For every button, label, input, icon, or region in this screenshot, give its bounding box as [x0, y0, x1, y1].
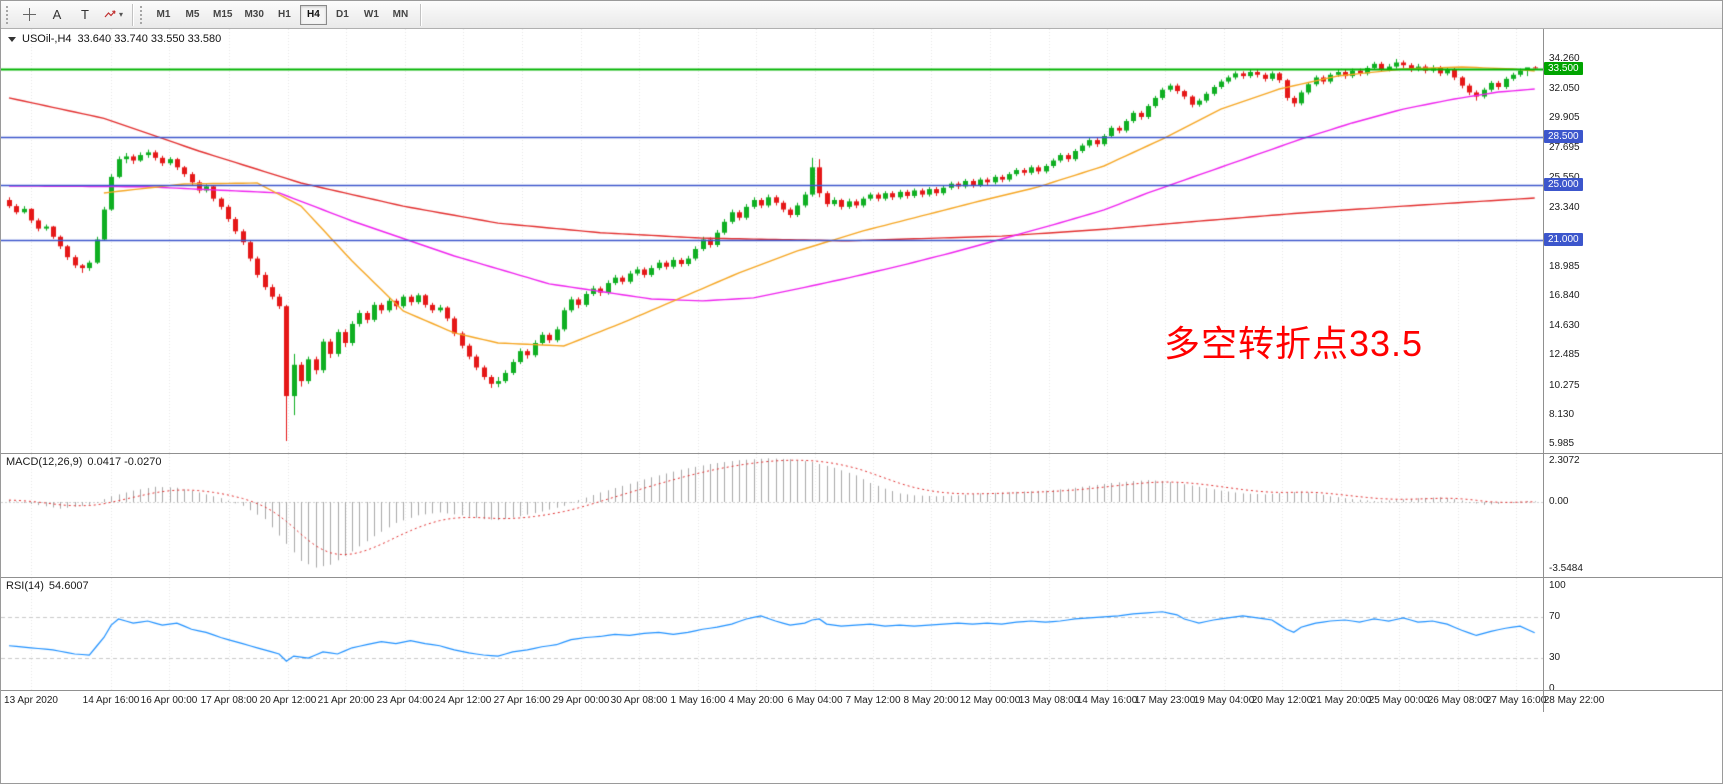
price-tick-label: 18.985: [1549, 260, 1580, 272]
rsi-tick-label: 30: [1549, 652, 1561, 664]
label-tool-icon: T: [81, 7, 89, 22]
time-tick-label: 25 May 00:00: [1368, 695, 1430, 706]
symbol-ohlc-values: 33.640 33.740 33.550 33.580: [77, 33, 222, 45]
price-tick-label: 8.130: [1549, 408, 1575, 420]
symbol-title: USOil-,H4: [22, 33, 72, 45]
price-line-label: 21.000: [1544, 232, 1583, 246]
time-tick-label: 1 May 16:00: [670, 695, 726, 706]
time-tick-label: 13 Apr 2020: [4, 695, 58, 706]
price-tick-label: 12.485: [1549, 349, 1580, 361]
rsi-canvas[interactable]: [1, 578, 1543, 690]
rsi-value-axis[interactable]: 100 70 30 0: [1543, 578, 1722, 690]
time-tick-label: 19 May 04:00: [1193, 695, 1255, 706]
timeframe-m1-button[interactable]: M1: [150, 5, 177, 25]
rsi-indicator-label: RSI(14) 54.6007: [6, 580, 94, 592]
text-tool-icon: A: [52, 7, 62, 22]
timeframe-w1-button[interactable]: W1: [358, 5, 385, 25]
time-tick-label: 7 May 12:00: [845, 695, 901, 706]
macd-indicator-label: MACD(12,26,9) 0.0417 -0.0270: [6, 456, 166, 468]
price-tick-label: 34.260: [1549, 52, 1580, 64]
time-tick-label: 21 May 20:00: [1310, 695, 1372, 706]
time-axis[interactable]: 13 Apr 2020 14 Apr 16:00 16 Apr 00:00 17 Ap…: [1, 690, 1722, 712]
toolbar-separator: [132, 3, 133, 26]
time-tick-label: 6 May 04:00: [787, 695, 843, 706]
toolbar-separator: [419, 3, 421, 26]
time-tick-label: 8 May 20:00: [903, 695, 959, 706]
chart-annotation-text[interactable]: 多空转折点33.5: [1164, 323, 1424, 364]
main-price-axis[interactable]: 34.260 32.050 29.905 27.695 25.550 23.340 18.9…: [1543, 29, 1722, 453]
timeframe-h4-button[interactable]: H4: [299, 4, 327, 25]
macd-panel: MACD(12,26,9) 0.0417 -0.0270 2.3072 0.00 -3…: [1, 453, 1722, 577]
time-tick-label: 23 Apr 04:00: [376, 695, 434, 706]
symbol-collapse-icon[interactable]: [8, 36, 16, 42]
time-tick-label: 27 Apr 16:00: [493, 695, 551, 706]
macd-values: 0.0417 -0.0270: [87, 456, 162, 468]
rsi-name: RSI(14): [6, 580, 44, 592]
time-tick-label: 16 Apr 00:00: [140, 695, 198, 706]
rsi-panel: RSI(14) 54.6007 100 70 30 0: [1, 577, 1722, 690]
rsi-tick-label: 0: [1549, 683, 1555, 690]
time-tick-label: 14 Apr 16:00: [82, 695, 140, 706]
macd-tick-label: -3.5484: [1549, 563, 1583, 575]
time-tick-label: 13 May 08:00: [1018, 695, 1080, 706]
timeframe-m15-button[interactable]: M15: [208, 5, 237, 25]
text-tool-button[interactable]: A: [44, 4, 70, 26]
price-tick-label: 23.340: [1549, 201, 1580, 213]
time-tick-label: 20 Apr 12:00: [259, 695, 317, 706]
main-chart-panel: USOil-,H4 33.640 33.740 33.550 33.580 多空…: [1, 29, 1722, 453]
price-tick-label: 32.050: [1549, 83, 1580, 95]
macd-name: MACD(12,26,9): [6, 456, 83, 468]
price-tick-label: 14.630: [1549, 320, 1580, 332]
price-line-label: 25.000: [1544, 178, 1583, 192]
time-tick-label: 20 May 12:00: [1251, 695, 1313, 706]
time-tick-label: 27 May 16:00: [1485, 695, 1547, 706]
price-tick-label: 27.695: [1549, 142, 1580, 154]
chart-header: USOil-,H4 33.640 33.740 33.550 33.580: [8, 33, 221, 45]
price-tick-label: 5.985: [1549, 437, 1575, 449]
main-chart-canvas[interactable]: [1, 29, 1543, 453]
time-tick-label: 21 Apr 20:00: [317, 695, 375, 706]
time-tick-label: 30 Apr 08:00: [610, 695, 668, 706]
toolbar-grip[interactable]: [6, 5, 11, 24]
macd-tick-label: 0.00: [1549, 495, 1569, 507]
time-tick-label: 28 May 22:00: [1543, 695, 1605, 706]
price-line-label: 33.500: [1544, 62, 1583, 76]
time-tick-label: 17 May 23:00: [1134, 695, 1196, 706]
time-tick-label: 14 May 16:00: [1076, 695, 1138, 706]
dropdown-caret-icon: ▾: [118, 10, 123, 19]
top-toolbar: A T ▾ M1 M5 M15 M30 H1 H4 D1 W1 MN: [1, 1, 1722, 29]
toolbar-grip[interactable]: [140, 5, 145, 24]
price-tick-label: 16.840: [1549, 290, 1580, 302]
macd-canvas[interactable]: [1, 454, 1543, 577]
objects-icon: [104, 10, 116, 18]
time-tick-label: 17 Apr 08:00: [200, 695, 258, 706]
price-tick-label: 25.550: [1549, 172, 1580, 183]
rsi-value: 54.6007: [48, 580, 89, 592]
rsi-tick-label: 70: [1549, 610, 1561, 622]
timeframe-m30-button[interactable]: M30: [239, 5, 268, 25]
time-tick-label: 4 May 20:00: [728, 695, 784, 706]
macd-value-axis[interactable]: 2.3072 0.00 -3.5484: [1543, 454, 1722, 577]
label-tool-button[interactable]: T: [72, 4, 98, 26]
time-tick-label: 29 Apr 00:00: [552, 695, 610, 706]
price-axis-border: [1543, 29, 1544, 712]
macd-tick-label: 2.3072: [1549, 455, 1580, 466]
time-tick-label: 24 Apr 12:00: [434, 695, 492, 706]
timeframe-d1-button[interactable]: D1: [329, 5, 356, 25]
timeframe-h1-button[interactable]: H1: [271, 5, 298, 25]
price-tick-label: 10.275: [1549, 379, 1580, 391]
price-line-label: 28.500: [1544, 130, 1583, 144]
timeframe-m5-button[interactable]: M5: [179, 5, 206, 25]
crosshair-tool-button[interactable]: [16, 4, 42, 26]
price-tick-label: 29.905: [1549, 112, 1580, 124]
objects-dropdown-button[interactable]: ▾: [100, 4, 126, 26]
rsi-tick-label: 100: [1549, 580, 1566, 591]
time-tick-label: 26 May 08:00: [1427, 695, 1489, 706]
timeframe-mn-button[interactable]: MN: [387, 5, 414, 25]
time-tick-label: 12 May 00:00: [959, 695, 1021, 706]
crosshair-icon: [22, 8, 36, 21]
